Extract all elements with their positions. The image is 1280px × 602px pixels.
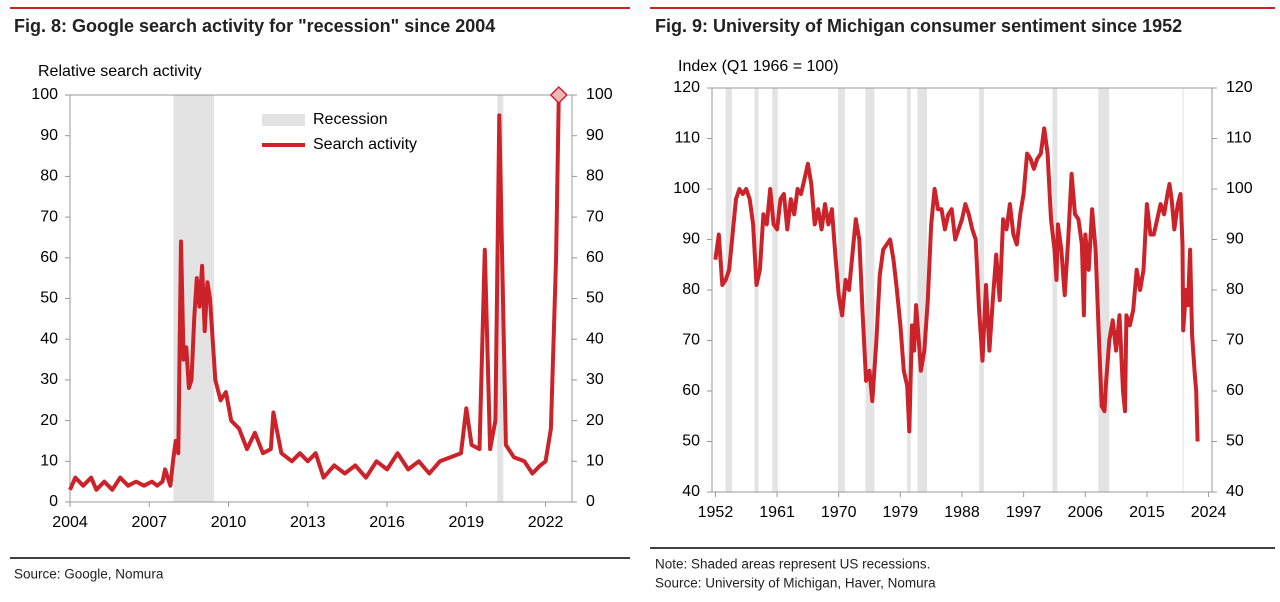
recession-band bbox=[838, 88, 845, 492]
recession-band bbox=[1098, 88, 1110, 492]
y-tick-label: 60 bbox=[40, 249, 58, 266]
note: Source: University of Michigan, Haver, N… bbox=[655, 576, 936, 591]
y-tick-label: 90 bbox=[40, 127, 58, 144]
y-tick-label: 50 bbox=[40, 290, 58, 307]
x-tick-label: 2024 bbox=[1191, 504, 1227, 521]
chart-title: Fig. 9: University of Michigan consumer … bbox=[655, 16, 1182, 36]
y2-tick-label: 90 bbox=[1226, 231, 1244, 248]
y-tick-label: 60 bbox=[682, 382, 700, 399]
y2-tick-label: 120 bbox=[1226, 79, 1253, 96]
y-tick-label: 40 bbox=[682, 483, 700, 500]
recession-band bbox=[754, 88, 759, 492]
x-tick-label: 2010 bbox=[211, 514, 247, 531]
y-tick-label: 110 bbox=[674, 130, 700, 147]
series-line bbox=[68, 94, 561, 492]
legend-label: Recession bbox=[313, 111, 388, 128]
y2-tick-label: 80 bbox=[586, 168, 604, 185]
y2-tick-label: 70 bbox=[1226, 332, 1244, 349]
x-tick-label: 1988 bbox=[944, 504, 980, 521]
y-tick-label: 70 bbox=[40, 208, 58, 225]
x-tick-label: 2004 bbox=[52, 514, 88, 531]
y-tick-label: 20 bbox=[40, 412, 58, 429]
y-tick-label: 90 bbox=[682, 231, 700, 248]
recession-band bbox=[865, 88, 875, 492]
y2-tick-label: 40 bbox=[586, 330, 604, 347]
y-tick-label: 50 bbox=[682, 433, 700, 450]
y-tick-label: 80 bbox=[682, 281, 700, 298]
y2-tick-label: 10 bbox=[586, 453, 604, 470]
x-tick-label: 1952 bbox=[698, 504, 734, 521]
y2-tick-label: 100 bbox=[586, 86, 613, 103]
y2-tick-label: 100 bbox=[1226, 180, 1253, 197]
plot-frame bbox=[711, 87, 1213, 493]
y2-tick-label: 60 bbox=[1226, 382, 1244, 399]
y-axis-label: Index (Q1 1966 = 100) bbox=[678, 58, 839, 75]
y-tick-label: 10 bbox=[40, 453, 58, 470]
recession-band bbox=[725, 88, 732, 492]
y2-tick-label: 50 bbox=[586, 290, 604, 307]
y-tick-label: 80 bbox=[40, 168, 58, 185]
x-tick-label: 2013 bbox=[290, 514, 326, 531]
note: Note: Shaded areas represent US recessio… bbox=[655, 557, 930, 572]
note: Source: Google, Nomura bbox=[14, 567, 164, 582]
recession-band bbox=[497, 95, 504, 502]
y2-tick-label: 0 bbox=[586, 493, 595, 510]
y-tick-label: 120 bbox=[673, 79, 700, 96]
last-point-marker bbox=[549, 85, 568, 105]
y-tick-label: 30 bbox=[40, 371, 58, 388]
y-axis-label: Relative search activity bbox=[38, 63, 202, 80]
y2-tick-label: 110 bbox=[1226, 130, 1252, 147]
legend-swatch bbox=[262, 114, 305, 126]
y2-tick-label: 30 bbox=[586, 371, 604, 388]
recession-band bbox=[979, 88, 984, 492]
x-tick-label: 1979 bbox=[883, 504, 919, 521]
x-tick-label: 2006 bbox=[1067, 504, 1103, 521]
y2-tick-label: 20 bbox=[586, 412, 604, 429]
y2-tick-label: 50 bbox=[1226, 433, 1244, 450]
chart-title: Fig. 8: Google search activity for "rece… bbox=[14, 16, 495, 36]
x-tick-label: 2022 bbox=[528, 514, 564, 531]
x-tick-label: 2007 bbox=[131, 514, 167, 531]
recession-band bbox=[917, 88, 928, 492]
y2-tick-label: 90 bbox=[586, 127, 604, 144]
y2-tick-label: 40 bbox=[1226, 483, 1244, 500]
legend-label: Search activity bbox=[313, 136, 417, 153]
y-tick-label: 100 bbox=[31, 86, 58, 103]
y-tick-label: 100 bbox=[673, 180, 700, 197]
y-tick-label: 0 bbox=[49, 493, 58, 510]
x-tick-label: 2019 bbox=[449, 514, 485, 531]
x-tick-label: 1997 bbox=[1006, 504, 1042, 521]
y-tick-label: 40 bbox=[40, 330, 58, 347]
recession-band bbox=[1052, 88, 1058, 492]
y2-tick-label: 80 bbox=[1226, 281, 1244, 298]
series-line bbox=[713, 126, 1200, 442]
x-tick-label: 1970 bbox=[821, 504, 857, 521]
y2-tick-label: 70 bbox=[586, 208, 604, 225]
y2-tick-label: 60 bbox=[586, 249, 604, 266]
x-tick-label: 2016 bbox=[369, 514, 405, 531]
recession-band bbox=[772, 88, 778, 492]
x-tick-label: 2015 bbox=[1129, 504, 1165, 521]
x-tick-label: 1961 bbox=[759, 504, 795, 521]
recession-band bbox=[907, 88, 911, 492]
y-tick-label: 70 bbox=[682, 332, 700, 349]
